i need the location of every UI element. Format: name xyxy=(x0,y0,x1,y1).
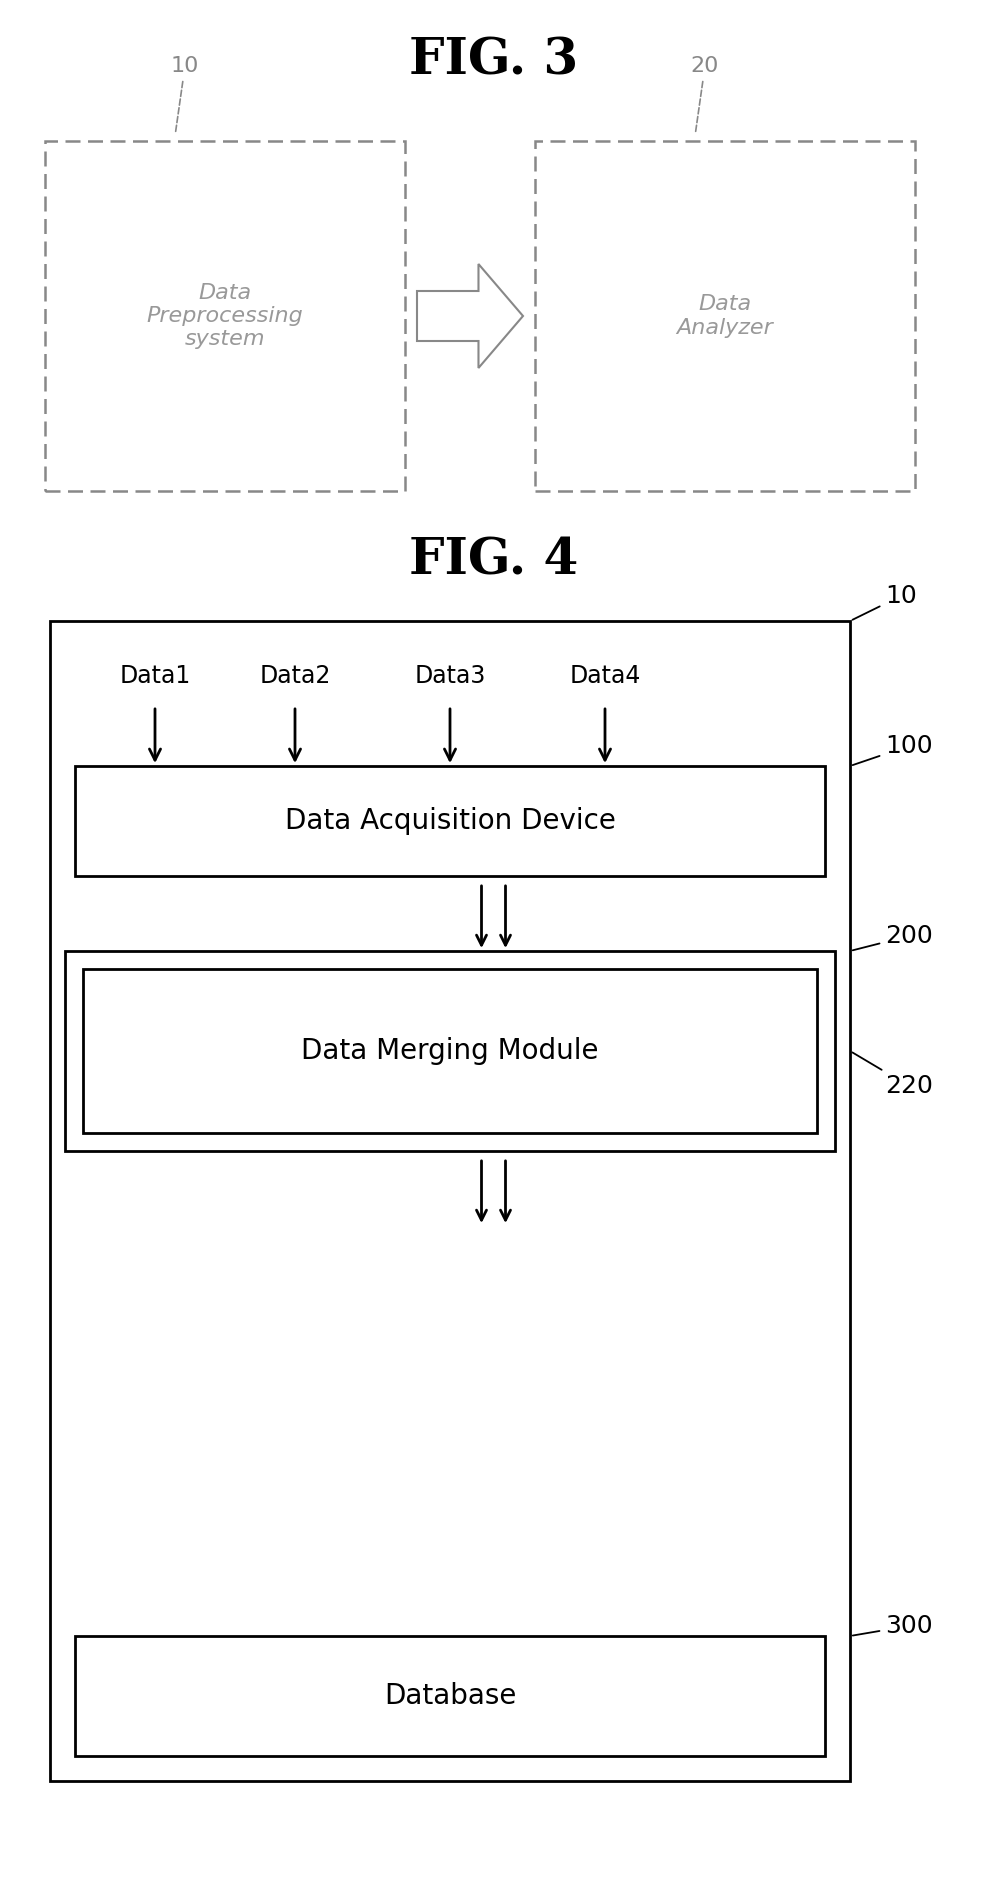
Text: 220: 220 xyxy=(852,1053,932,1099)
Bar xyxy=(45,142,404,492)
Text: Data3: Data3 xyxy=(414,664,485,688)
Text: 10: 10 xyxy=(171,57,199,132)
Text: Data
Analyzer: Data Analyzer xyxy=(676,295,773,338)
Bar xyxy=(50,620,849,1781)
Polygon shape xyxy=(416,265,523,369)
Bar xyxy=(75,766,824,876)
Text: Data2: Data2 xyxy=(259,664,330,688)
Text: 300: 300 xyxy=(852,1615,932,1638)
Bar xyxy=(75,1636,824,1757)
Text: 10: 10 xyxy=(852,584,916,620)
Text: 200: 200 xyxy=(852,925,932,951)
Bar xyxy=(83,968,816,1133)
Text: 20: 20 xyxy=(690,57,719,132)
Text: Data4: Data4 xyxy=(569,664,640,688)
Text: 100: 100 xyxy=(852,734,932,766)
Text: Database: Database xyxy=(384,1681,516,1709)
Bar xyxy=(534,142,914,492)
Text: Data1: Data1 xyxy=(119,664,190,688)
Text: FIG. 4: FIG. 4 xyxy=(408,537,578,586)
Text: Data Merging Module: Data Merging Module xyxy=(301,1036,599,1065)
Text: FIG. 3: FIG. 3 xyxy=(408,36,578,85)
Bar xyxy=(65,951,834,1152)
Text: Data Acquisition Device: Data Acquisition Device xyxy=(284,807,615,836)
Text: Data
Preprocessing
system: Data Preprocessing system xyxy=(147,284,303,350)
